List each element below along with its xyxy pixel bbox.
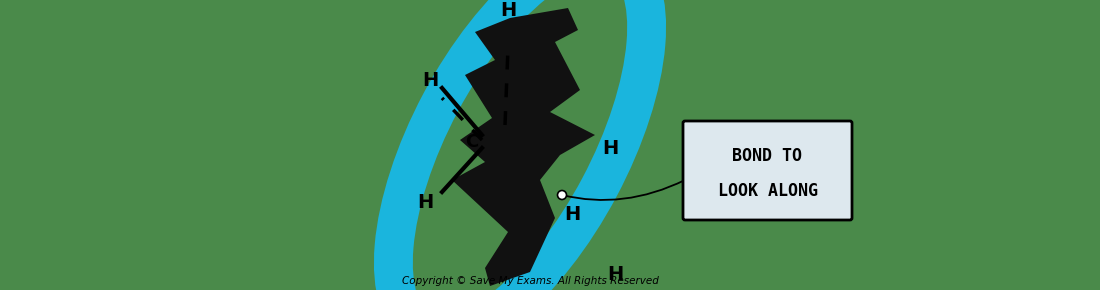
Polygon shape (452, 8, 595, 286)
Text: Copyright © Save My Exams. All Rights Reserved: Copyright © Save My Exams. All Rights Re… (402, 276, 659, 286)
Text: C: C (465, 133, 478, 151)
Text: H: H (499, 1, 516, 19)
Text: H: H (564, 206, 580, 224)
Text: H: H (602, 139, 618, 157)
Text: BOND TO: BOND TO (733, 147, 803, 165)
Text: LOOK ALONG: LOOK ALONG (717, 182, 817, 200)
Text: H: H (417, 193, 433, 211)
Text: H: H (607, 264, 623, 284)
FancyBboxPatch shape (683, 121, 852, 220)
Circle shape (558, 191, 566, 200)
Text: H: H (422, 70, 438, 90)
